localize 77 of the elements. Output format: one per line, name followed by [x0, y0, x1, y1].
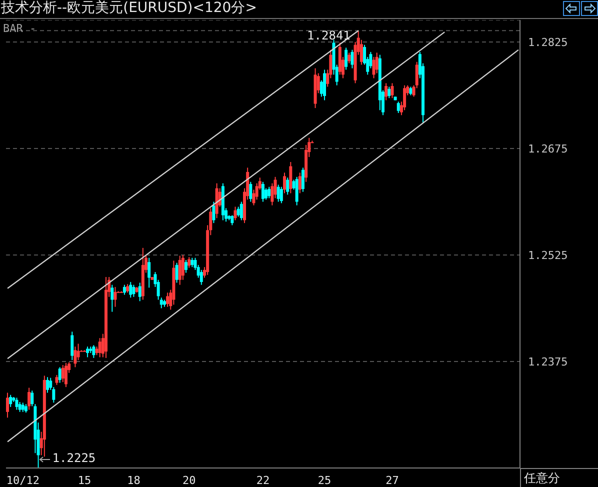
- candlestick: [230, 214, 234, 226]
- candlestick: [18, 401, 22, 412]
- candlestick: [178, 255, 182, 286]
- candlestick: [58, 366, 62, 384]
- candlestick: [264, 188, 268, 200]
- candlestick: [122, 284, 126, 296]
- y-tick-label: 1.2675: [528, 142, 568, 156]
- candlestick: [388, 86, 391, 99]
- candlestick: [15, 397, 18, 410]
- candlestick: [55, 374, 58, 386]
- candlestick: [61, 364, 64, 383]
- candlestick: [403, 84, 406, 111]
- candlestick: [396, 101, 400, 114]
- candlestick: [114, 286, 117, 308]
- x-tick-label: 22: [256, 474, 270, 487]
- candlestick: [138, 282, 142, 302]
- y-tick-label: 1.2525: [528, 248, 568, 262]
- candlestick: [236, 206, 240, 218]
- candlestick: [234, 206, 237, 221]
- y-tick-label: 1.2375: [528, 355, 568, 368]
- candlestick: [160, 297, 163, 309]
- candlestick: [268, 186, 271, 199]
- candlestick: [6, 392, 9, 418]
- candlestick: [86, 346, 90, 358]
- candlestick: [129, 281, 132, 298]
- candlestick: [188, 256, 191, 268]
- candlestick: [28, 387, 31, 410]
- candlestick: [323, 69, 326, 101]
- candlestick: [286, 177, 290, 196]
- candlestick: [184, 259, 188, 274]
- candlestick: [190, 257, 194, 268]
- candlestick: [283, 172, 286, 194]
- candlestick: [280, 186, 283, 204]
- candlestick: [344, 47, 348, 70]
- chart-title: 技术分析--欧元美元(EURUSD)<120分>: [0, 0, 258, 18]
- annotation: 1.2841: [307, 28, 350, 43]
- candlestick: [74, 346, 77, 368]
- candlestick: [249, 181, 252, 202]
- x-tick-label: 20: [182, 474, 196, 487]
- candlestick: [110, 284, 114, 312]
- annotation: 1.2225: [52, 451, 96, 465]
- x-tick-label: 15: [78, 474, 92, 487]
- candlestick: [64, 362, 68, 388]
- candlestick: [261, 181, 264, 202]
- candlestick: [289, 161, 292, 194]
- candlestick: [21, 402, 24, 412]
- candlestick: [175, 262, 178, 284]
- candlestick: [240, 201, 243, 221]
- candlestick: [390, 82, 394, 99]
- candlestick: [384, 82, 388, 101]
- candlestick: [301, 167, 304, 192]
- candlestick: [70, 331, 74, 361]
- x-tick-label: 25: [318, 474, 332, 487]
- candlestick: [98, 338, 102, 358]
- candlestick: [46, 376, 50, 394]
- candlestick: [148, 257, 151, 288]
- candlestick: [132, 284, 136, 298]
- candlestick: [30, 390, 34, 407]
- x-tick-label: 27: [386, 474, 399, 487]
- candlestick: [276, 184, 280, 202]
- candlestick: [298, 172, 302, 194]
- candlestick: [295, 176, 298, 206]
- candlestick: [166, 292, 170, 308]
- candlestick: [9, 394, 12, 408]
- candlestick: [350, 49, 354, 69]
- annotation: BAR -: [3, 22, 36, 35]
- candlestick: [92, 344, 96, 358]
- candlestick: [212, 201, 216, 224]
- text: 任意分: [520, 468, 598, 487]
- candlestick: [375, 52, 378, 74]
- y-tick-label: 1.2825: [528, 36, 568, 49]
- candlestick: [348, 52, 351, 64]
- candlestick: [200, 269, 203, 286]
- candlestick: [372, 56, 376, 79]
- candlestick: [76, 343, 80, 361]
- x-tick-label: 10/12: [6, 474, 40, 487]
- x-tick-label: 18: [127, 474, 140, 487]
